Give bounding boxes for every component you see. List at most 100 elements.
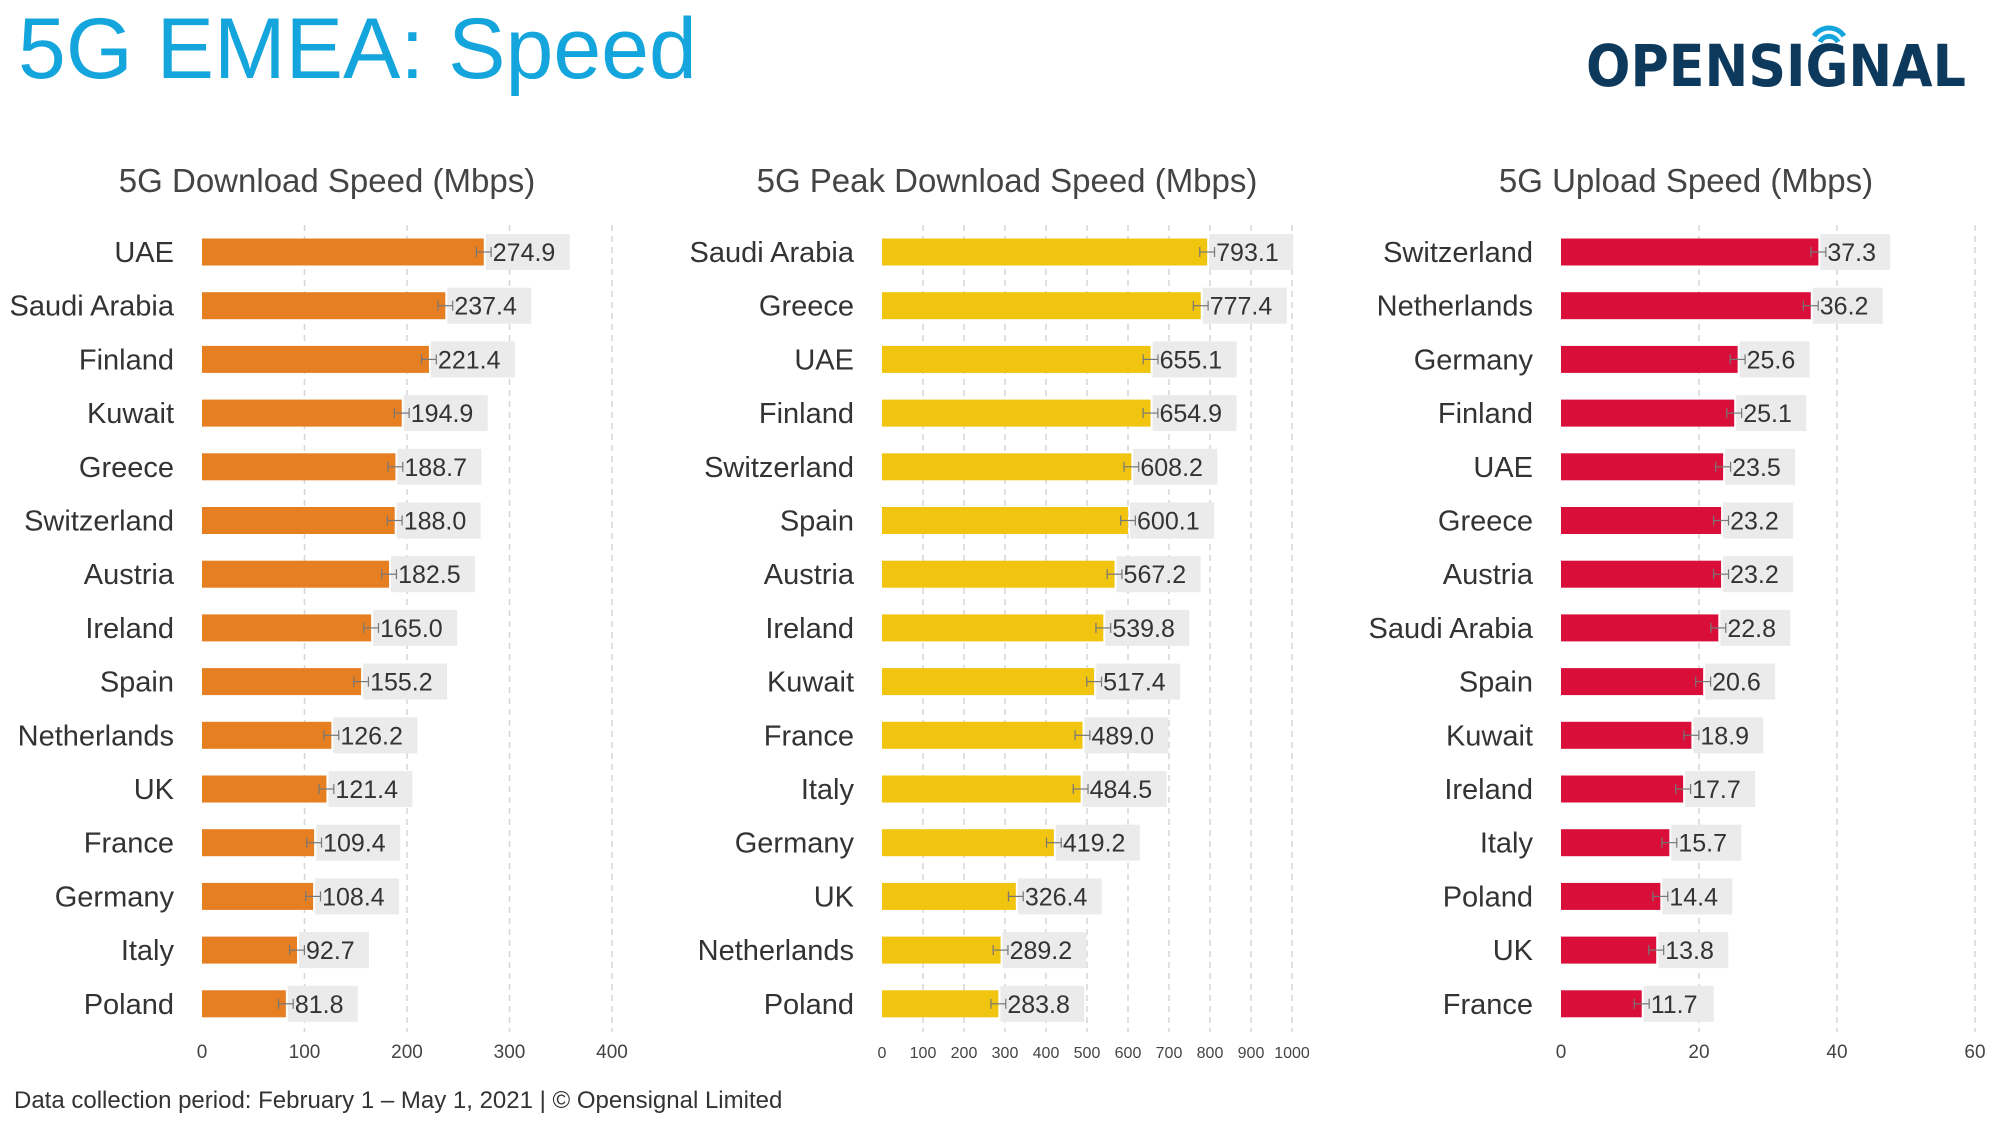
opensignal-logo: OPENSIGNAL xyxy=(1586,25,1966,94)
category-label: Ireland xyxy=(765,613,854,645)
value-label-bg xyxy=(1739,341,1810,378)
value-label-bg xyxy=(447,287,532,324)
value-label: 109.4 xyxy=(323,830,386,858)
bar xyxy=(202,453,396,481)
value-label-bg xyxy=(391,556,476,593)
value-label-bg xyxy=(1671,824,1742,861)
bar xyxy=(202,292,446,320)
category-label: UK xyxy=(814,881,855,913)
x-tick-label: 600 xyxy=(1115,1045,1142,1062)
value-label: 654.9 xyxy=(1160,400,1223,428)
category-label: Germany xyxy=(735,828,855,860)
bar xyxy=(882,507,1129,534)
value-label: 221.4 xyxy=(438,346,501,374)
chart-title: 5G Download Speed (Mbps) xyxy=(119,162,535,199)
x-tick-label: 100 xyxy=(289,1042,321,1063)
value-label: 126.2 xyxy=(340,722,403,750)
value-label-bg xyxy=(485,234,570,270)
value-label-bg xyxy=(1096,663,1181,700)
value-label-bg xyxy=(1720,609,1791,646)
x-tick-label: 40 xyxy=(1826,1042,1847,1063)
category-label: Italy xyxy=(801,774,855,806)
category-label: Switzerland xyxy=(24,506,174,538)
value-label-bg xyxy=(1084,717,1169,754)
value-label-bg xyxy=(1105,609,1190,646)
value-label-bg xyxy=(1002,932,1087,969)
value-label: 37.3 xyxy=(1827,239,1876,267)
category-label: UAE xyxy=(794,344,854,376)
bar xyxy=(1561,721,1692,749)
category-label: Poland xyxy=(764,989,854,1021)
value-label-bg xyxy=(397,448,482,485)
value-label: 326.4 xyxy=(1025,883,1088,911)
bar xyxy=(202,668,362,696)
value-label-bg xyxy=(1685,771,1756,807)
category-label: Austria xyxy=(764,559,855,591)
page-title: 5G EMEA: Speed xyxy=(18,1,697,97)
value-label: 18.9 xyxy=(1700,722,1749,750)
value-label-bg xyxy=(316,824,401,861)
category-label: Finland xyxy=(759,398,854,430)
bar xyxy=(1561,453,1724,481)
value-label: 13.8 xyxy=(1665,937,1714,965)
value-label: 188.0 xyxy=(404,508,467,536)
bar xyxy=(1561,292,1811,320)
value-label-bg xyxy=(1662,878,1733,915)
category-label: Netherlands xyxy=(698,935,854,967)
value-label-bg xyxy=(430,341,515,378)
value-label: 274.9 xyxy=(493,239,556,267)
category-label: Saudi Arabia xyxy=(10,291,175,323)
value-label: 25.6 xyxy=(1747,346,1796,374)
value-label-bg xyxy=(315,878,400,915)
category-label: Spain xyxy=(1459,667,1533,699)
value-label-bg xyxy=(1152,395,1237,432)
bar xyxy=(1561,668,1704,696)
value-label: 22.8 xyxy=(1727,615,1776,643)
bar xyxy=(882,829,1054,857)
value-label: 36.2 xyxy=(1820,293,1869,321)
category-label: France xyxy=(1443,989,1533,1021)
bar xyxy=(202,882,314,910)
value-label: 655.1 xyxy=(1160,346,1223,374)
category-label: Ireland xyxy=(1444,774,1533,806)
x-tick-label: 300 xyxy=(494,1042,526,1063)
category-label: Italy xyxy=(1480,828,1534,860)
category-label: France xyxy=(764,720,854,752)
category-label: Kuwait xyxy=(767,667,854,699)
bar xyxy=(882,292,1201,320)
value-label-bg xyxy=(1017,878,1102,915)
value-label-bg xyxy=(1725,448,1796,485)
value-label: 23.2 xyxy=(1730,561,1779,589)
bar xyxy=(882,936,1001,964)
bar xyxy=(1561,345,1738,373)
category-label: Poland xyxy=(84,989,174,1021)
value-label: 23.5 xyxy=(1732,454,1781,482)
x-tick-label: 100 xyxy=(910,1045,937,1062)
value-label: 25.1 xyxy=(1743,400,1792,428)
value-label-bg xyxy=(1643,985,1714,1022)
bar xyxy=(202,775,327,803)
category-label: UK xyxy=(1493,935,1534,967)
value-label: 15.7 xyxy=(1678,830,1727,858)
x-tick-label: 500 xyxy=(1074,1045,1101,1062)
category-label: Ireland xyxy=(85,613,174,645)
x-tick-label: 0 xyxy=(1556,1042,1567,1063)
category-label: France xyxy=(84,828,174,860)
x-tick-label: 1000 xyxy=(1274,1045,1310,1062)
x-tick-label: 300 xyxy=(992,1045,1019,1062)
bar xyxy=(1561,238,1819,266)
category-label: Saudi Arabia xyxy=(690,237,855,269)
value-label: 20.6 xyxy=(1712,669,1761,697)
category-label: UK xyxy=(134,774,175,806)
value-label-bg xyxy=(1055,824,1140,861)
value-label: 23.2 xyxy=(1730,508,1779,536)
bar xyxy=(882,238,1208,266)
value-label: 777.4 xyxy=(1210,293,1273,321)
x-tick-label: 0 xyxy=(197,1042,208,1063)
x-tick-label: 0 xyxy=(878,1045,887,1062)
category-label: Italy xyxy=(121,935,175,967)
category-label: Spain xyxy=(100,667,174,699)
value-label: 11.7 xyxy=(1651,991,1698,1019)
value-label-bg xyxy=(1082,771,1167,807)
category-label: Austria xyxy=(1443,559,1534,591)
